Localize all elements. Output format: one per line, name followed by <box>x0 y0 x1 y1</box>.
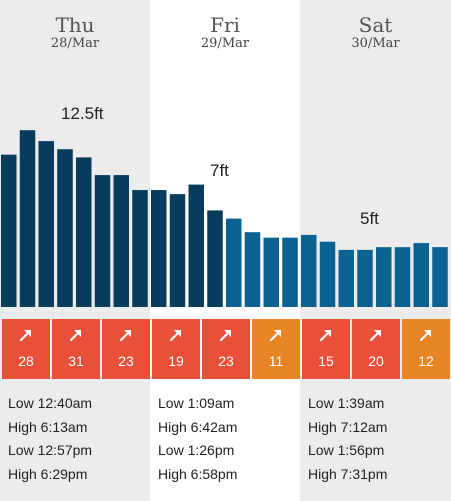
wind-speed: 28 <box>18 353 34 369</box>
swell-bar <box>282 237 298 307</box>
wind-speed: 31 <box>68 353 84 369</box>
swell-bar <box>413 243 429 307</box>
swell-bar <box>19 130 36 307</box>
day-header-thu[interactable]: Thu 28/Mar <box>0 14 150 64</box>
swell-bar <box>94 175 111 307</box>
wind-direction-arrow-icon <box>19 330 31 342</box>
tide-item: Low 1:09am <box>158 395 235 411</box>
swell-bar <box>188 184 204 307</box>
wind-cell[interactable]: 28 <box>2 319 50 379</box>
wind-cell[interactable]: 15 <box>302 319 350 379</box>
day-name: Thu <box>55 13 95 37</box>
wind-direction-arrow-icon <box>119 330 131 342</box>
wind-speed: 23 <box>118 353 134 369</box>
tide-item: High 6:29pm <box>8 465 88 482</box>
swell-bar <box>319 241 336 307</box>
peak-label-thu: 12.5ft <box>61 104 104 123</box>
swell-bar <box>38 141 54 307</box>
swell-bar <box>113 175 129 307</box>
tide-item: High 7:12am <box>308 418 388 435</box>
peak-label-sat: 5ft <box>360 209 379 228</box>
tide-item: Low 1:39am <box>308 395 385 411</box>
wind-direction-arrow-icon <box>69 330 81 342</box>
swell-bar <box>169 194 186 307</box>
tide-list-fri: Low 1:09am High 6:42am Low 1:26pm High 6… <box>158 392 237 486</box>
wind-cell[interactable]: 12 <box>402 319 450 379</box>
swell-bar <box>244 232 261 307</box>
swell-bar <box>338 249 354 307</box>
wind-direction-arrow-icon <box>219 330 231 342</box>
wind-cell[interactable]: 31 <box>52 319 100 379</box>
wind-cell[interactable]: 20 <box>352 319 400 379</box>
wind-speed: 12 <box>418 353 434 369</box>
wind-direction-arrow-icon <box>269 330 281 342</box>
wind-direction-arrow-icon <box>319 330 331 342</box>
swell-height-chart <box>1 130 448 307</box>
tide-list-thu: Low 12:40am High 6:13am Low 12:57pm High… <box>8 392 92 486</box>
tide-item: Low 1:56pm <box>308 442 385 458</box>
swell-bar <box>57 149 73 307</box>
day-name: Fri <box>210 13 240 37</box>
swell-bar <box>132 190 148 307</box>
swell-bar <box>226 218 242 307</box>
wind-speed: 20 <box>368 353 384 369</box>
swell-bar <box>432 247 448 307</box>
wind-cell[interactable]: 11 <box>252 319 300 379</box>
swell-bar <box>394 247 411 307</box>
swell-bar <box>76 157 92 307</box>
swell-bar <box>207 210 223 307</box>
wind-cell[interactable]: 23 <box>202 319 250 379</box>
tide-item: High 6:58pm <box>158 465 238 482</box>
wind-speed: 23 <box>218 353 234 369</box>
day-header-fri[interactable]: Fri 29/Mar <box>150 14 300 64</box>
day-date: 28/Mar <box>50 36 100 51</box>
tide-item: High 6:13am <box>8 418 88 435</box>
wind-direction-arrow-icon <box>169 330 181 342</box>
wind-speed: 19 <box>168 353 184 369</box>
day-date: 30/Mar <box>351 36 400 51</box>
wind-direction-arrow-icon <box>419 330 431 342</box>
wind-direction-arrow-icon <box>369 330 381 342</box>
tide-item: Low 12:40am <box>8 395 93 411</box>
swell-bar <box>301 234 317 307</box>
swell-bar <box>376 247 392 307</box>
tide-list-sat: Low 1:39am High 7:12am Low 1:56pm High 7… <box>308 392 387 486</box>
swell-bar <box>1 154 17 307</box>
peak-label-fri: 7ft <box>210 161 229 180</box>
day-name: Sat <box>358 13 393 37</box>
swell-bar <box>357 249 373 307</box>
wind-speed: 11 <box>268 353 284 369</box>
wind-cell[interactable]: 23 <box>102 319 150 379</box>
swell-bar <box>263 237 279 307</box>
wind-speed: 15 <box>318 353 334 369</box>
tide-item: High 7:31pm <box>308 465 388 482</box>
day-header-sat[interactable]: Sat 30/Mar <box>300 14 451 64</box>
day-date: 29/Mar <box>200 36 250 51</box>
swell-bar <box>151 190 167 307</box>
wind-cell[interactable]: 19 <box>152 319 200 379</box>
tide-item: Low 12:57pm <box>8 442 93 458</box>
tide-item: Low 1:26pm <box>158 442 235 458</box>
tide-item: High 6:42am <box>158 418 238 435</box>
